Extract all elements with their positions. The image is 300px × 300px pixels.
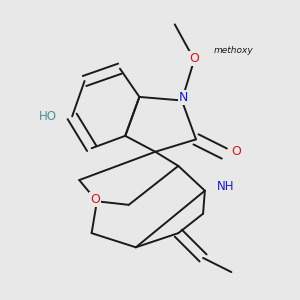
Text: O: O — [189, 52, 199, 64]
Text: O: O — [90, 193, 100, 206]
Text: NH: NH — [217, 180, 235, 193]
Text: HO: HO — [39, 110, 57, 123]
Text: N: N — [179, 91, 188, 104]
Text: methoxy: methoxy — [214, 46, 254, 56]
Text: O: O — [231, 145, 241, 158]
